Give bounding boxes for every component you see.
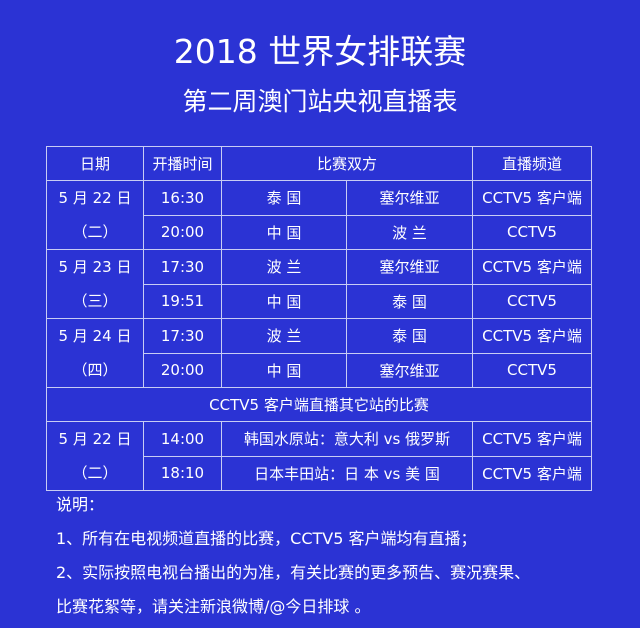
weekday-label: （二）	[72, 464, 118, 482]
channel-cell: CCTV5 客户端	[472, 421, 593, 457]
date-label: 5 月 23 日	[58, 258, 132, 276]
date-cell: 5 月 23 日 （三）	[46, 249, 144, 319]
team2-cell: 波 兰	[345, 214, 474, 250]
section-row: CCTV5 客户端直播其它站的比赛	[45, 387, 593, 422]
time-cell: 17:30	[143, 249, 222, 285]
note-line: 2、实际按照电视台播出的为准，有关比赛的更多预告、赛况赛果、	[56, 563, 531, 582]
table-row: 20:00 中 国塞尔维亚 CCTV5	[47, 352, 593, 388]
team2-cell: 泰 国	[345, 318, 474, 354]
table-row: 5 月 22 日 （二） 14:00 韩国水原站：意大利 vs 俄罗斯 CCTV5 客户…	[46, 421, 593, 491]
note-line: 比赛花絮等，请关注新浪微博/@今日排球 。	[56, 597, 371, 616]
time-cell: 20:00	[143, 352, 222, 388]
time-cell: 20:00	[143, 214, 222, 250]
header-date: 日期	[46, 146, 144, 181]
time-cell: 18:10	[143, 455, 222, 491]
schedule-table: 日期 开播时间 比赛双方 直播频道 5 月 22 日（二） 16:30 泰 国塞尔维…	[45, 146, 593, 491]
table-row: 5 月 23 日 （三） 17:30 波 兰塞尔维亚 CCTV5 客户端	[46, 249, 593, 319]
team1-cell: 中 国	[221, 352, 347, 388]
match-cell: 日本丰田站：日 本 vs 美 国	[220, 455, 474, 491]
team1-cell: 波 兰	[221, 318, 347, 354]
notes-heading: 说明：	[56, 495, 105, 514]
team2-cell: 泰 国	[345, 283, 474, 319]
time-cell: 17:30	[143, 318, 222, 354]
date-label: 5 月 22 日	[58, 430, 132, 448]
notes: 说明： 1、所有在电视频道直播的比赛，CCTV5 客户端均有直播； 2、实际按照…	[56, 488, 530, 624]
channel-cell: CCTV5 客户端	[472, 455, 593, 491]
date-cell: 5 月 24 日 （四）	[46, 318, 144, 388]
table-header-row: 日期 开播时间 比赛双方 直播频道	[46, 146, 593, 181]
date-label: 5 月 24 日	[58, 327, 132, 345]
channel-cell: CCTV5	[472, 214, 593, 250]
header-channel: 直播频道	[472, 146, 593, 181]
team2-cell: 塞尔维亚	[345, 352, 474, 388]
weekday-label: （二）	[72, 223, 118, 241]
team1-cell: 泰 国	[221, 180, 347, 216]
channel-cell: CCTV5	[472, 352, 593, 388]
team1-cell: 波 兰	[221, 249, 347, 285]
team2-cell: 塞尔维亚	[345, 180, 474, 216]
team2-cell: 塞尔维亚	[345, 249, 474, 285]
page-title: 2018 世界女排联赛	[173, 32, 467, 71]
team1-cell: 中 国	[221, 283, 347, 319]
channel-cell: CCTV5	[472, 283, 593, 319]
page-subtitle: 第二周澳门站央视直播表	[182, 87, 458, 116]
date-cell: 5 月 22 日 （二）	[46, 421, 144, 491]
channel-cell: CCTV5 客户端	[472, 180, 593, 216]
match-cell: 韩国水原站：意大利 vs 俄罗斯	[220, 421, 474, 457]
table-row: 5 月 24 日 （四） 17:30 波 兰泰 国 CCTV5 客户端	[46, 318, 593, 388]
header-teams: 比赛双方	[220, 146, 474, 181]
team1-cell: 中 国	[221, 214, 347, 250]
table-row: 20:00 中 国波 兰 CCTV5	[47, 214, 593, 250]
date-cell: 5 月 22 日 （二）	[46, 180, 144, 250]
time-cell: 19:51	[143, 283, 222, 319]
channel-cell: CCTV5 客户端	[472, 318, 593, 354]
weekday-label: （三）	[72, 292, 118, 310]
other-section-title: CCTV5 客户端直播其它站的比赛	[45, 387, 593, 422]
time-cell: 14:00	[143, 421, 222, 457]
table-row: 5 月 22 日 （二） 16:30 泰 国塞尔维亚 CCTV5 客户端	[46, 180, 593, 250]
table-row: 18:10 日本丰田站：日 本 vs 美 国 CCTV5 客户端	[47, 455, 593, 491]
header-time: 开播时间	[143, 146, 222, 181]
weekday-label: （四）	[72, 361, 118, 379]
channel-cell: CCTV5 客户端	[472, 249, 593, 285]
date-label: 5 月 22 日	[58, 189, 132, 207]
table-row: 19:51 中 国泰 国 CCTV5	[47, 283, 593, 319]
note-line: 1、所有在电视频道直播的比赛，CCTV5 客户端均有直播；	[56, 529, 477, 548]
time-cell: 16:30	[143, 180, 222, 216]
